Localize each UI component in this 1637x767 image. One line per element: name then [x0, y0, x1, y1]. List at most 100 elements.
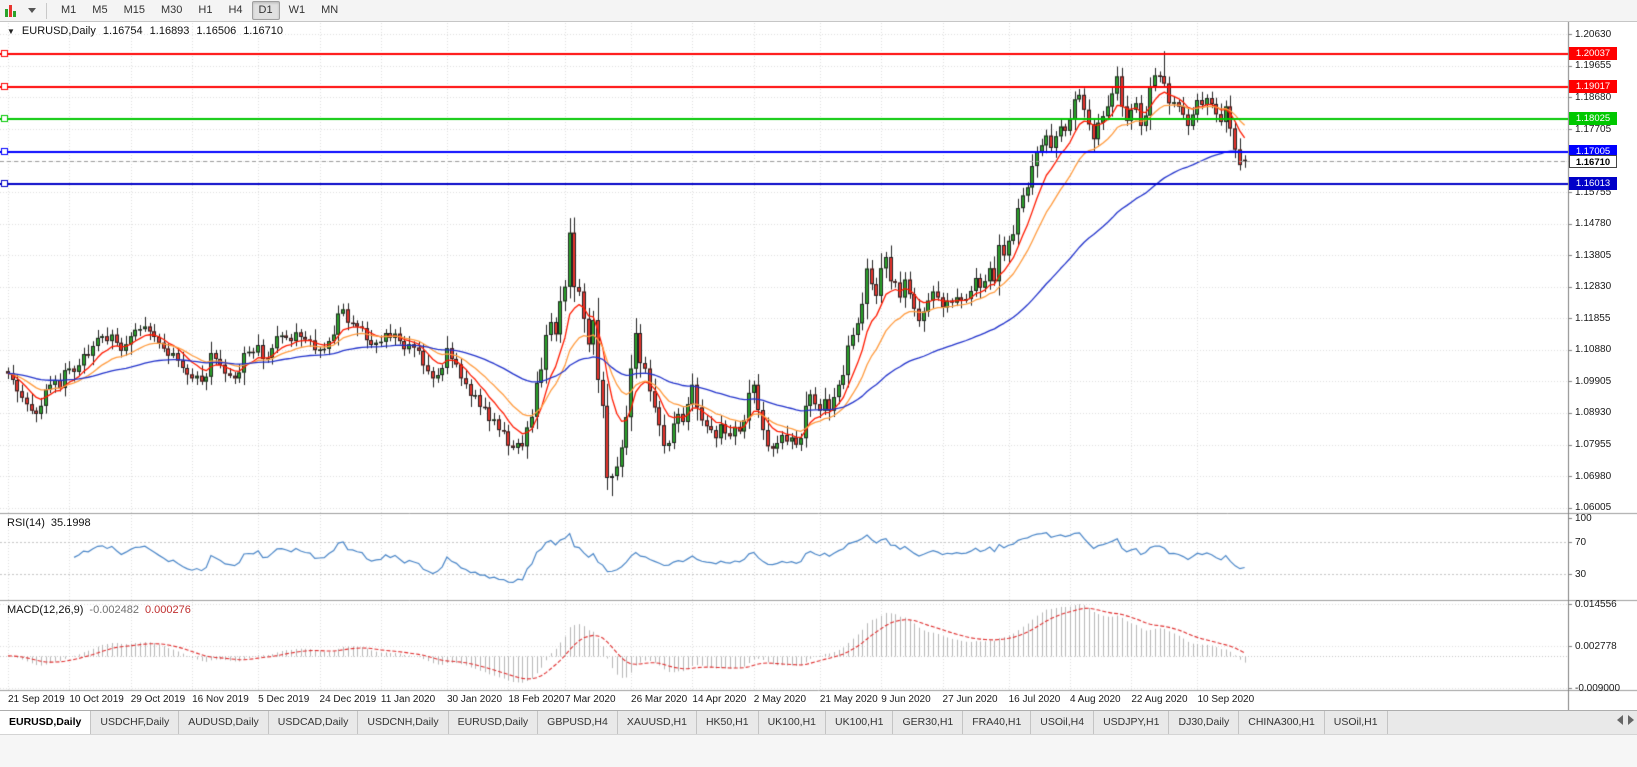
- macd-axis-tick: 0.002778: [1575, 640, 1617, 652]
- chart-tab-1-usdchf-daily[interactable]: USDCHF,Daily: [91, 711, 180, 734]
- time-axis-label: 21 Sep 2019: [8, 694, 65, 705]
- macd-main-value: -0.002482: [89, 604, 139, 616]
- timeframe-button-m1[interactable]: M1: [61, 4, 77, 16]
- price-axis-tick: 1.17705: [1575, 123, 1612, 135]
- chart-tab-2-audusd-daily[interactable]: AUDUSD,Daily: [179, 711, 269, 734]
- chart-tabs: EURUSD,Daily USDCHF,Daily AUDUSD,Daily USDC…: [0, 710, 1637, 734]
- chart-tab-15-dj30-daily[interactable]: DJ30,Daily: [1169, 711, 1240, 734]
- time-axis-label: 2 May 2020: [753, 694, 807, 705]
- status-bar: [0, 734, 1637, 767]
- price-axis-tick: 1.15755: [1575, 186, 1612, 198]
- symbol-dropdown-icon[interactable]: ▼: [7, 26, 15, 36]
- price-axis-tick: 1.06005: [1575, 502, 1612, 514]
- price-axis-tick: 1.08930: [1575, 407, 1612, 419]
- time-axis-label: 29 Oct 2019: [130, 694, 186, 705]
- tabs-scroll-right-icon[interactable]: [1628, 715, 1634, 725]
- chart-area: ▼ EURUSD,Daily 1.16754 1.16893 1.16506 1…: [0, 22, 1637, 710]
- time-axis-label: 24 Dec 2019: [319, 694, 377, 705]
- macd-signal-value: 0.000276: [144, 604, 191, 616]
- time-axis-label: 26 Mar 2020: [631, 694, 688, 705]
- price-axis-tick: 1.12830: [1575, 281, 1612, 293]
- caret-down-icon[interactable]: [28, 8, 36, 13]
- rsi-value: 35.1998: [50, 517, 91, 529]
- price-line-tag-1.20037[interactable]: 1.20037: [1569, 47, 1617, 61]
- ohlc-low: 1.16506: [196, 25, 237, 37]
- current-price-tag[interactable]: 1.16710: [1569, 154, 1617, 168]
- price-axis-tick: 1.06980: [1575, 470, 1612, 482]
- time-axis-label: 18 Feb 2020: [508, 694, 565, 705]
- chart-tab-6-gbpusd-h4[interactable]: GBPUSD,H4: [538, 711, 618, 734]
- timeframe-button-h1[interactable]: H1: [198, 4, 213, 16]
- time-axis-label: 16 Nov 2019: [192, 694, 249, 705]
- price-axis-tick: 1.19655: [1575, 60, 1612, 72]
- price-axis-tick: 1.07955: [1575, 439, 1612, 450]
- time-axis-label: 14 Apr 2020: [692, 694, 747, 705]
- chart-tab-7-xauusd-h1[interactable]: XAUUSD,H1: [618, 711, 697, 734]
- price-axis-tick: 1.13805: [1575, 249, 1612, 261]
- time-axis-label: 10 Sep 2020: [1197, 694, 1255, 705]
- price-axis: 1.206301.196551.186801.177051.167301.157…: [1569, 22, 1637, 710]
- price-line-tag-1.18025[interactable]: 1.18025: [1569, 112, 1617, 126]
- price-line-tag-1.16013[interactable]: 1.16013: [1569, 177, 1617, 191]
- timeframe-button-m5[interactable]: M5: [92, 4, 108, 16]
- tabs-scroll-left-icon[interactable]: [1617, 715, 1623, 725]
- time-axis-label: 27 Jun 2020: [942, 694, 998, 705]
- time-axis-label: 21 May 2020: [819, 694, 878, 705]
- chart-tab-10-uk100-h1[interactable]: UK100,H1: [826, 711, 894, 734]
- timeframe-buttons: M1 M5 M15 M30 H1 H4 D1 W1 MN: [53, 1, 346, 20]
- chart-tab-12-fra40-h1[interactable]: FRA40,H1: [963, 711, 1032, 734]
- time-axis-label: 4 Aug 2020: [1070, 694, 1121, 705]
- chart-tab-14-usdjpy-h1[interactable]: USDJPY,H1: [1094, 711, 1170, 734]
- macd-axis-tick: 0.014556: [1575, 598, 1617, 610]
- time-axis-label: 5 Dec 2019: [258, 694, 310, 705]
- chart-tab-4-usdcnh-daily[interactable]: USDCNH,Daily: [358, 711, 449, 734]
- chart-tab-16-china300-h1[interactable]: CHINA300,H1: [1239, 711, 1325, 734]
- time-axis-label: 9 Jun 2020: [881, 694, 931, 705]
- chart-tab-17-usoil-h1[interactable]: USOil,H1: [1325, 711, 1388, 734]
- timeframe-button-h4[interactable]: H4: [228, 4, 243, 16]
- timeframe-button-m30[interactable]: M30: [160, 4, 183, 16]
- candlestick-chart-icon[interactable]: [5, 4, 22, 17]
- toolbar-separator: [46, 2, 47, 19]
- time-axis: 21 Sep 2019 10 Oct 2019 29 Oct 2019 16 Nov …: [0, 692, 1568, 710]
- ohlc-high: 1.16893: [149, 25, 190, 37]
- macd-name: MACD(12,26,9): [7, 604, 84, 616]
- rsi-indicator-label: RSI(14) 35.1998: [7, 517, 91, 529]
- price-axis-tick: 1.14780: [1575, 218, 1612, 230]
- toolbar: M1 M5 M15 M30 H1 H4 D1 W1 MN: [0, 0, 1637, 22]
- ohlc-close: 1.16710: [243, 25, 283, 37]
- price-axis-tick: 1.20630: [1575, 28, 1612, 40]
- time-axis-label: 16 Jul 2020: [1008, 694, 1061, 705]
- timeframe-button-mn[interactable]: MN: [321, 4, 339, 16]
- chart-tab-13-usoil-h4[interactable]: USOil,H4: [1031, 711, 1095, 734]
- time-axis-label: 22 Aug 2020: [1131, 694, 1188, 705]
- macd-axis-tick: -0.009000: [1575, 682, 1621, 694]
- chart-tab-11-ger30-h1[interactable]: GER30,H1: [893, 711, 964, 734]
- chart-tab-0-eurusd-daily[interactable]: EURUSD,Daily: [0, 711, 92, 734]
- chart-tab-3-usdcad-daily[interactable]: USDCAD,Daily: [269, 711, 359, 734]
- price-axis-tick: 1.10880: [1575, 344, 1612, 356]
- macd-indicator-label: MACD(12,26,9) -0.002482 0.000276: [7, 604, 191, 616]
- timeframe-button-w1[interactable]: W1: [288, 4, 306, 16]
- chart-tab-5-eurusd-daily[interactable]: EURUSD,Daily: [449, 711, 539, 734]
- time-axis-label: 30 Jan 2020: [446, 694, 503, 705]
- price-axis-tick: 1.09905: [1575, 375, 1612, 387]
- chart-tab-9-uk100-h1[interactable]: UK100,H1: [759, 711, 827, 734]
- rsi-axis-tick: 30: [1575, 568, 1587, 580]
- tabs-scroll: [1617, 715, 1634, 725]
- rsi-name: RSI(14): [7, 517, 45, 529]
- time-axis-label: 10 Oct 2019: [69, 694, 124, 705]
- price-line-tag-1.19017[interactable]: 1.19017: [1569, 80, 1617, 94]
- rsi-axis-tick: 100: [1575, 512, 1592, 524]
- chart-title: ▼ EURUSD,Daily 1.16754 1.16893 1.16506 1…: [7, 25, 283, 37]
- price-chart-canvas[interactable]: [0, 22, 1637, 710]
- symbol-label: EURUSD,Daily: [21, 25, 96, 37]
- ohlc-open: 1.16754: [102, 25, 143, 37]
- price-axis-tick: 1.11855: [1575, 312, 1611, 324]
- timeframe-button-m15[interactable]: M15: [123, 4, 145, 16]
- timeframe-button-d1[interactable]: D1: [251, 1, 280, 20]
- chart-tab-8-hk50-h1[interactable]: HK50,H1: [697, 711, 759, 734]
- time-axis-label: 7 Mar 2020: [564, 694, 616, 705]
- rsi-axis-tick: 70: [1575, 536, 1587, 548]
